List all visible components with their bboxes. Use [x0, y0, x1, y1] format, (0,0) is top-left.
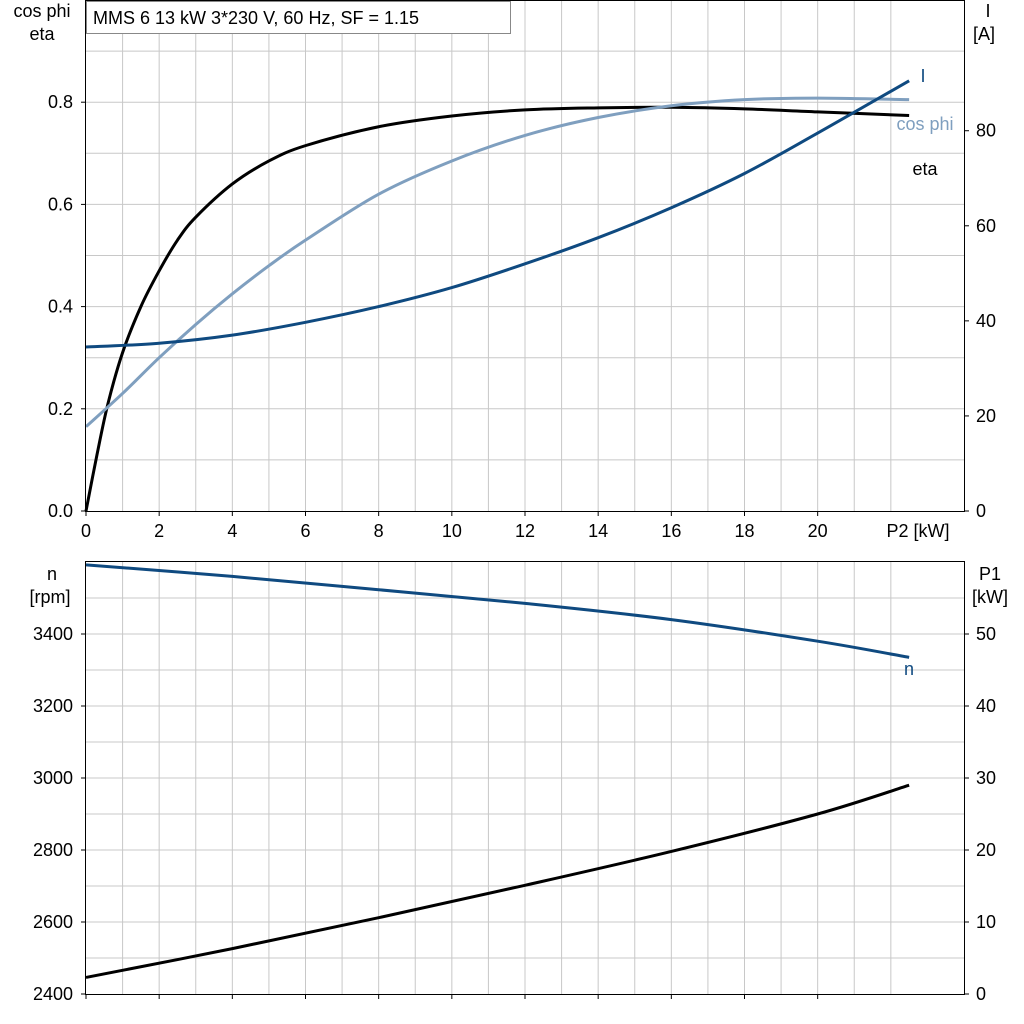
- series-n-line: [85, 563, 910, 659]
- bottom-left-axis-title-line1: n: [47, 564, 57, 584]
- top-left-tick-label: 0.6: [48, 194, 73, 214]
- bottom-left-axis-title: n [rpm]: [29, 564, 70, 607]
- top-left-tick-label: 0.4: [48, 297, 73, 317]
- chart-title: MMS 6 13 kW 3*230 V, 60 Hz, SF = 1.15: [93, 8, 419, 28]
- x-tick-label: 16: [661, 521, 681, 541]
- x-axis-title: P2 [kW]: [886, 521, 949, 541]
- x-tick-label: 10: [442, 521, 462, 541]
- bottom-grid: [86, 562, 964, 994]
- series-p1-line: [85, 783, 910, 979]
- bottom-right-tick-label: 50: [976, 624, 996, 644]
- bottom-right-axis-title: P1 [kW]: [972, 564, 1008, 607]
- bottom-ticks: 2400 2600 2800 3000 3200 3400 0 10 20 30 40 50: [33, 624, 996, 1004]
- top-left-tick-label: 0.8: [48, 92, 73, 112]
- x-tick-label: 12: [515, 521, 535, 541]
- x-tick-label: 14: [588, 521, 608, 541]
- bottom-series: n: [85, 563, 914, 979]
- bottom-left-tick-label: 2400: [33, 984, 73, 1004]
- bottom-left-tick-label: 2800: [33, 840, 73, 860]
- top-right-tick-label: 40: [976, 311, 996, 331]
- series-eta-line: [84, 105, 910, 512]
- top-right-tick-label: 20: [976, 406, 996, 426]
- top-right-tick-label: 60: [976, 216, 996, 236]
- series-i-line: [85, 79, 910, 349]
- top-left-tick-label: 0.2: [48, 399, 73, 419]
- chart-title-frame: [86, 1, 511, 34]
- top-left-tick-label: 0.0: [48, 501, 73, 521]
- bottom-left-tick-label: 3400: [33, 624, 73, 644]
- x-tick-label: 4: [227, 521, 237, 541]
- x-tick-label: 8: [374, 521, 384, 541]
- bottom-right-tick-label: 10: [976, 912, 996, 932]
- bottom-right-tick-label: 30: [976, 768, 996, 788]
- top-left-axis-title-line2: eta: [29, 24, 55, 44]
- x-tick-label: 18: [734, 521, 754, 541]
- top-right-axis-title: I [A]: [973, 1, 995, 44]
- top-right-tick-label: 80: [976, 121, 996, 141]
- bottom-left-axis-title-line2: [rpm]: [29, 587, 70, 607]
- bottom-right-tick-label: 40: [976, 696, 996, 716]
- chart-title-box: MMS 6 13 kW 3*230 V, 60 Hz, SF = 1.15: [86, 1, 511, 34]
- top-right-tick-label: 0: [976, 501, 986, 521]
- series-eta-label: eta: [912, 159, 938, 179]
- top-grid: [86, 0, 964, 511]
- top-left-axis-title: cos phi eta: [13, 1, 70, 44]
- series-i-label: I: [920, 66, 925, 86]
- top-series: eta cos phi I: [84, 66, 954, 512]
- bottom-right-tick-label: 20: [976, 840, 996, 860]
- bottom-right-tick-label: 0: [976, 984, 986, 1004]
- bottom-left-tick-label: 3200: [33, 696, 73, 716]
- x-tick-label: 20: [808, 521, 828, 541]
- x-tick-label: 0: [81, 521, 91, 541]
- series-n-label: n: [904, 659, 914, 679]
- bottom-left-tick-label: 2600: [33, 912, 73, 932]
- top-ticks: 0 2 4 6 8 10 12 14 16 18 20 0.0 0.2 0.4 0.6 0.8 0 20 40 60 8…: [48, 92, 996, 541]
- bottom-right-axis-title-line1: P1: [979, 564, 1001, 584]
- top-right-axis-title-line1: I: [985, 1, 990, 21]
- x-tick-label: 6: [300, 521, 310, 541]
- bottom-left-tick-label: 3000: [33, 768, 73, 788]
- top-left-axis-title-line1: cos phi: [13, 1, 70, 21]
- series-cos-phi-label: cos phi: [896, 114, 953, 134]
- bottom-right-axis-title-line2: [kW]: [972, 587, 1008, 607]
- series-cos-phi-line: [84, 96, 910, 428]
- x-tick-label: 2: [154, 521, 164, 541]
- top-right-axis-title-line2: [A]: [973, 24, 995, 44]
